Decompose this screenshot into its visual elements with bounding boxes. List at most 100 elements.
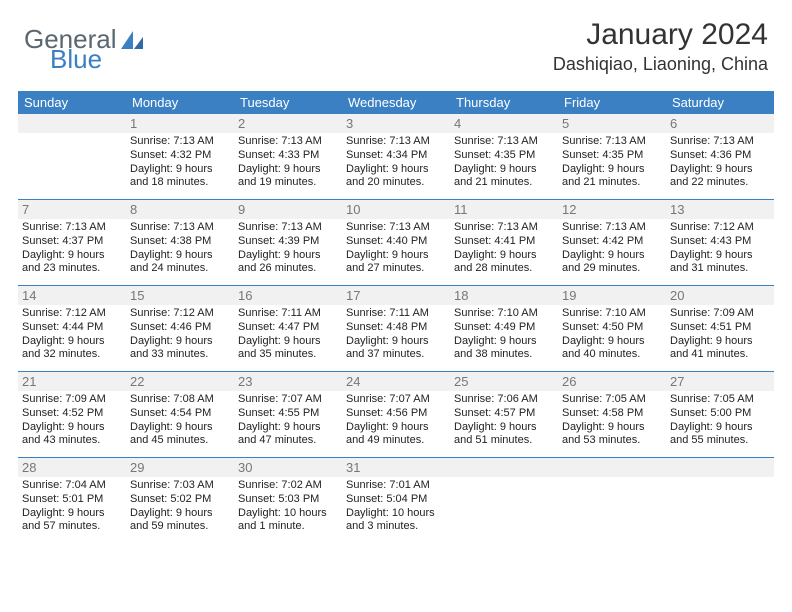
- sunrise-line: Sunrise: 7:13 AM: [130, 221, 230, 235]
- sunrise-line: Sunrise: 7:04 AM: [22, 479, 122, 493]
- day-number: 17: [342, 286, 450, 305]
- daylight-line: Daylight: 9 hours and 45 minutes.: [130, 421, 230, 449]
- daylight-line: Daylight: 9 hours and 53 minutes.: [562, 421, 662, 449]
- daylight-line: Daylight: 9 hours and 55 minutes.: [670, 421, 770, 449]
- day-number: 2: [234, 114, 342, 133]
- daylight-line: Daylight: 9 hours and 40 minutes.: [562, 335, 662, 363]
- weekday-sunday: Sunday: [18, 91, 126, 114]
- week-data-row: Sunrise: 7:13 AMSunset: 4:32 PMDaylight:…: [18, 133, 774, 199]
- day-number: 15: [126, 286, 234, 305]
- sunrise-line: Sunrise: 7:12 AM: [22, 307, 122, 321]
- sunrise-line: Sunrise: 7:12 AM: [130, 307, 230, 321]
- day-cell: Sunrise: 7:04 AMSunset: 5:01 PMDaylight:…: [18, 477, 126, 543]
- day-cell: Sunrise: 7:13 AMSunset: 4:36 PMDaylight:…: [666, 133, 774, 199]
- day-cell: Sunrise: 7:13 AMSunset: 4:41 PMDaylight:…: [450, 219, 558, 285]
- sunset-line: Sunset: 5:04 PM: [346, 493, 446, 507]
- day-cell: Sunrise: 7:12 AMSunset: 4:43 PMDaylight:…: [666, 219, 774, 285]
- sunrise-line: Sunrise: 7:09 AM: [670, 307, 770, 321]
- day-number: 22: [126, 372, 234, 391]
- sunrise-line: Sunrise: 7:05 AM: [670, 393, 770, 407]
- sunrise-line: Sunrise: 7:13 AM: [670, 135, 770, 149]
- daylight-line: Daylight: 9 hours and 26 minutes.: [238, 249, 338, 277]
- brand-part2: Blue: [50, 44, 102, 75]
- week-data-row: Sunrise: 7:09 AMSunset: 4:52 PMDaylight:…: [18, 391, 774, 457]
- sunset-line: Sunset: 4:51 PM: [670, 321, 770, 335]
- sunrise-line: Sunrise: 7:13 AM: [454, 221, 554, 235]
- day-number: 30: [234, 458, 342, 477]
- sunrise-line: Sunrise: 7:07 AM: [346, 393, 446, 407]
- week-number-row: 14151617181920: [18, 285, 774, 305]
- daylight-line: Daylight: 9 hours and 41 minutes.: [670, 335, 770, 363]
- day-cell: Sunrise: 7:13 AMSunset: 4:40 PMDaylight:…: [342, 219, 450, 285]
- daylight-line: Daylight: 9 hours and 59 minutes.: [130, 507, 230, 535]
- sunrise-line: Sunrise: 7:12 AM: [670, 221, 770, 235]
- day-cell: Sunrise: 7:09 AMSunset: 4:52 PMDaylight:…: [18, 391, 126, 457]
- day-number: 21: [18, 372, 126, 391]
- weekday-friday: Friday: [558, 91, 666, 114]
- daylight-line: Daylight: 9 hours and 18 minutes.: [130, 163, 230, 191]
- sunset-line: Sunset: 4:54 PM: [130, 407, 230, 421]
- daylight-line: Daylight: 9 hours and 21 minutes.: [454, 163, 554, 191]
- weekday-thursday: Thursday: [450, 91, 558, 114]
- daylight-line: Daylight: 10 hours and 1 minute.: [238, 507, 338, 535]
- sunset-line: Sunset: 4:36 PM: [670, 149, 770, 163]
- location-label: Dashiqiao, Liaoning, China: [553, 54, 768, 75]
- day-number: 8: [126, 200, 234, 219]
- day-cell: Sunrise: 7:07 AMSunset: 4:55 PMDaylight:…: [234, 391, 342, 457]
- sunrise-line: Sunrise: 7:11 AM: [238, 307, 338, 321]
- weekday-wednesday: Wednesday: [342, 91, 450, 114]
- sunset-line: Sunset: 4:37 PM: [22, 235, 122, 249]
- day-cell: Sunrise: 7:06 AMSunset: 4:57 PMDaylight:…: [450, 391, 558, 457]
- daylight-line: Daylight: 9 hours and 51 minutes.: [454, 421, 554, 449]
- day-number: 3: [342, 114, 450, 133]
- daylight-line: Daylight: 9 hours and 37 minutes.: [346, 335, 446, 363]
- sunrise-line: Sunrise: 7:08 AM: [130, 393, 230, 407]
- sunset-line: Sunset: 5:03 PM: [238, 493, 338, 507]
- sunset-line: Sunset: 4:34 PM: [346, 149, 446, 163]
- day-number: 9: [234, 200, 342, 219]
- day-number: 29: [126, 458, 234, 477]
- day-cell: Sunrise: 7:13 AMSunset: 4:35 PMDaylight:…: [450, 133, 558, 199]
- day-number: 18: [450, 286, 558, 305]
- day-number: 11: [450, 200, 558, 219]
- calendar-grid: 123456Sunrise: 7:13 AMSunset: 4:32 PMDay…: [18, 114, 774, 543]
- sunset-line: Sunset: 5:00 PM: [670, 407, 770, 421]
- sunset-line: Sunset: 4:44 PM: [22, 321, 122, 335]
- day-cell: Sunrise: 7:12 AMSunset: 4:46 PMDaylight:…: [126, 305, 234, 371]
- daylight-line: Daylight: 9 hours and 31 minutes.: [670, 249, 770, 277]
- day-cell: Sunrise: 7:07 AMSunset: 4:56 PMDaylight:…: [342, 391, 450, 457]
- daylight-line: Daylight: 9 hours and 57 minutes.: [22, 507, 122, 535]
- title-block: January 2024 Dashiqiao, Liaoning, China: [553, 18, 768, 75]
- calendar: Sunday Monday Tuesday Wednesday Thursday…: [18, 91, 774, 543]
- day-number: 25: [450, 372, 558, 391]
- sunset-line: Sunset: 5:02 PM: [130, 493, 230, 507]
- week-data-row: Sunrise: 7:12 AMSunset: 4:44 PMDaylight:…: [18, 305, 774, 371]
- sunrise-line: Sunrise: 7:13 AM: [238, 135, 338, 149]
- day-cell: Sunrise: 7:05 AMSunset: 4:58 PMDaylight:…: [558, 391, 666, 457]
- day-number: 27: [666, 372, 774, 391]
- day-number: [18, 114, 126, 133]
- week-data-row: Sunrise: 7:13 AM Sunset: 4:37 PM Daylight:…: [18, 219, 774, 285]
- daylight-line: Daylight: 9 hours and 33 minutes.: [130, 335, 230, 363]
- sunset-line: Sunset: 4:57 PM: [454, 407, 554, 421]
- week-data-row: Sunrise: 7:04 AMSunset: 5:01 PMDaylight:…: [18, 477, 774, 543]
- daylight-line: Daylight: 9 hours and 47 minutes.: [238, 421, 338, 449]
- sunset-line: Sunset: 4:58 PM: [562, 407, 662, 421]
- sunrise-line: Sunrise: 7:05 AM: [562, 393, 662, 407]
- day-number: 13: [666, 200, 774, 219]
- day-number: 24: [342, 372, 450, 391]
- day-number: 20: [666, 286, 774, 305]
- sail-icon: [119, 29, 145, 51]
- day-cell: Sunrise: 7:13 AMSunset: 4:34 PMDaylight:…: [342, 133, 450, 199]
- day-cell: Sunrise: 7:10 AMSunset: 4:50 PMDaylight:…: [558, 305, 666, 371]
- sunrise-line: Sunrise: 7:01 AM: [346, 479, 446, 493]
- day-cell: [450, 477, 558, 543]
- daylight-line: Daylight: 9 hours and 38 minutes.: [454, 335, 554, 363]
- day-cell: Sunrise: 7:11 AMSunset: 4:47 PMDaylight:…: [234, 305, 342, 371]
- day-cell: Sunrise: 7:12 AMSunset: 4:44 PMDaylight:…: [18, 305, 126, 371]
- weekday-saturday: Saturday: [666, 91, 774, 114]
- month-title: January 2024: [553, 18, 768, 52]
- daylight-line: Daylight: 9 hours and 24 minutes.: [130, 249, 230, 277]
- day-cell: [18, 133, 126, 199]
- day-cell: Sunrise: 7:11 AMSunset: 4:48 PMDaylight:…: [342, 305, 450, 371]
